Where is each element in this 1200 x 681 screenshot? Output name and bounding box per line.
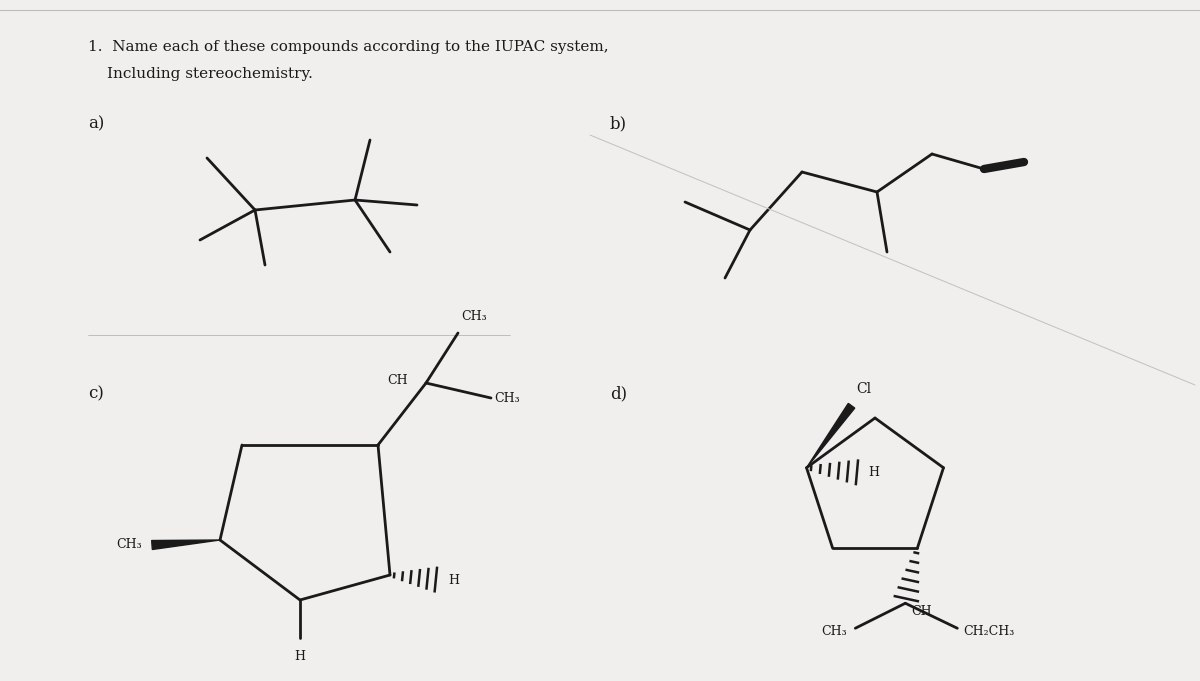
Polygon shape xyxy=(806,403,854,468)
Text: CH₃: CH₃ xyxy=(494,392,520,405)
Text: c): c) xyxy=(88,385,104,402)
Text: CH₃: CH₃ xyxy=(116,539,142,552)
Text: H: H xyxy=(869,466,880,479)
Text: CH₂CH₃: CH₂CH₃ xyxy=(964,624,1014,637)
Text: CH₃: CH₃ xyxy=(461,310,487,323)
Text: H: H xyxy=(294,650,306,663)
Polygon shape xyxy=(151,540,220,550)
Text: CH: CH xyxy=(911,605,932,618)
Text: Cl: Cl xyxy=(857,382,871,396)
Text: H: H xyxy=(448,573,458,586)
Text: CH: CH xyxy=(388,375,408,387)
Text: Including stereochemistry.: Including stereochemistry. xyxy=(107,67,313,81)
Text: d): d) xyxy=(610,385,628,402)
Text: 1.  Name each of these compounds according to the IUPAC system,: 1. Name each of these compounds accordin… xyxy=(88,40,608,54)
Text: b): b) xyxy=(610,115,628,132)
Text: CH₃: CH₃ xyxy=(822,624,847,637)
Text: a): a) xyxy=(88,115,104,132)
